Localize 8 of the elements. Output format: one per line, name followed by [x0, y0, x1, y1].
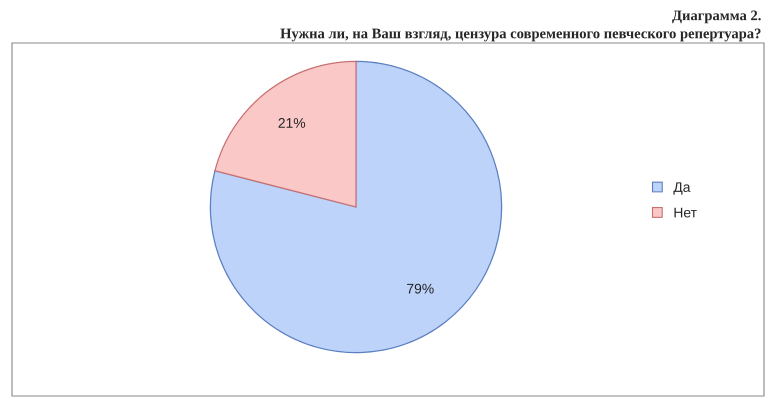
legend-label: Да — [673, 182, 690, 195]
data-label: 21% — [278, 118, 306, 128]
pie-slice — [214, 60, 357, 208]
chart-title: Диаграмма 2. — [672, 10, 761, 24]
data-label: 79% — [407, 284, 434, 294]
pie-slice — [210, 60, 502, 354]
chart-subtitle: Нужна ли, на Ваш взгляд, цензура современного певческого репертуара? — [280, 28, 761, 42]
legend-label: Нет — [674, 208, 697, 218]
